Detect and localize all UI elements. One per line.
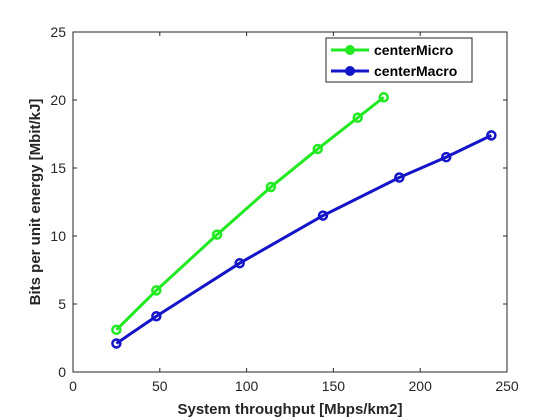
data-point-centermicro <box>111 324 122 336</box>
data-point-centermacro <box>440 151 452 163</box>
data-point-centermacro <box>234 257 245 269</box>
y-tick-label: 0 <box>58 364 66 380</box>
x-tick-label: 100 <box>235 378 259 394</box>
data-point-centermicro <box>151 285 162 296</box>
data-point-centermacro <box>151 310 162 322</box>
x-axis-label: System throughput [Mbps/km2] <box>177 401 402 418</box>
data-point-centermacro <box>394 172 405 183</box>
series-line-centermacro <box>115 134 493 345</box>
data-point-centermicro <box>312 143 324 155</box>
y-axis: 0 5 10 15 20 25 <box>50 24 507 380</box>
legend-label-centermacro: centerMacro <box>374 63 457 79</box>
x-tick-label: 150 <box>322 378 346 394</box>
legend-marker-centermicro <box>345 45 355 55</box>
x-axis: 0 50 100 150 200 250 <box>69 32 519 394</box>
data-point-centermicro <box>378 92 389 103</box>
y-tick-label: 25 <box>50 24 66 40</box>
x-tick-label: 250 <box>495 378 519 394</box>
data-point-centermacro <box>317 210 329 221</box>
data-point-centermicro <box>265 181 277 193</box>
series-layer <box>111 92 497 349</box>
legend-marker-centermacro <box>345 66 355 76</box>
data-point-centermacro <box>486 130 497 141</box>
data-point-centermicro <box>211 229 223 240</box>
x-tick-label: 50 <box>152 378 168 394</box>
plot-area <box>72 31 508 373</box>
legend-label-centermicro: centerMicro <box>374 42 453 58</box>
y-tick-label: 15 <box>50 160 66 176</box>
y-tick-label: 10 <box>50 228 66 244</box>
series-line-centermicro <box>115 96 385 331</box>
data-point-centermacro <box>111 338 122 349</box>
legend: centerMicro centerMacro <box>325 37 473 83</box>
y-tick-label: 5 <box>58 296 66 312</box>
y-tick-label: 20 <box>50 92 66 108</box>
x-tick-label: 0 <box>69 378 77 394</box>
x-tick-label: 200 <box>409 378 433 394</box>
y-axis-label: Bits per unit energy [Mbit/kJ] <box>27 99 44 306</box>
data-point-centermicro <box>352 112 363 123</box>
